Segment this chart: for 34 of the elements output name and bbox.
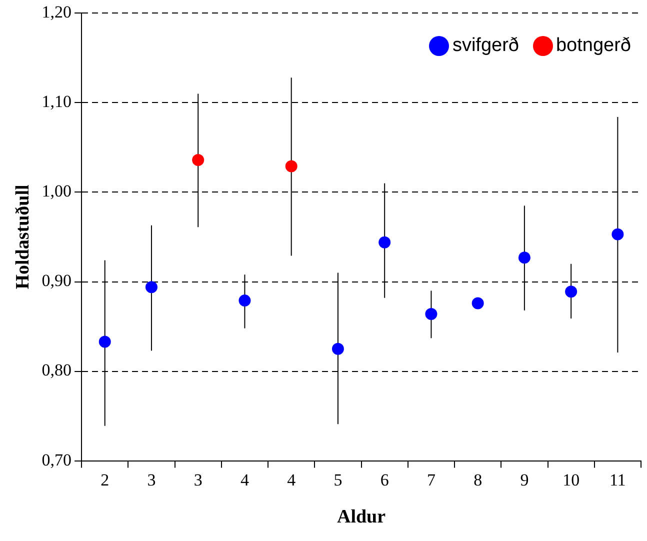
x-tick-label: 4 [240,470,250,490]
y-tick-label: 0,80 [42,360,72,380]
y-tick-label: 1,10 [42,92,72,112]
point [145,281,158,294]
point [378,236,391,248]
y-tick-label: 0,70 [42,450,72,470]
point [425,308,438,320]
x-axis-title: Aldur [336,506,386,528]
x-tick-label: 4 [287,470,296,490]
point [192,154,204,166]
point [332,342,344,355]
x-tick-label: 2 [100,470,110,490]
point [238,294,251,307]
point [472,297,484,310]
y-tick-label: 1,20 [42,2,72,22]
x-tick-label: 7 [426,470,436,490]
x-tick-label: 5 [334,470,342,490]
x-tick-label: 11 [610,470,626,490]
x-tick-label: 9 [520,470,529,490]
point [612,228,624,240]
x-tick-label: 3 [147,470,156,490]
point [285,160,298,172]
x-tick-label: 3 [194,470,202,490]
x-tick-label: 6 [380,470,389,490]
x-tick-label: 10 [562,470,580,490]
legend-label: svifgerð [452,35,519,58]
y-axis-title: Holdastuðull [12,184,34,290]
point [98,336,111,348]
point [565,286,578,298]
x-tick-label: 8 [474,470,482,490]
y-tick-label: 1,00 [42,182,72,201]
legend-label: botngerð [556,35,631,58]
y-tick-label: 0,90 [42,271,72,290]
point [518,252,530,264]
